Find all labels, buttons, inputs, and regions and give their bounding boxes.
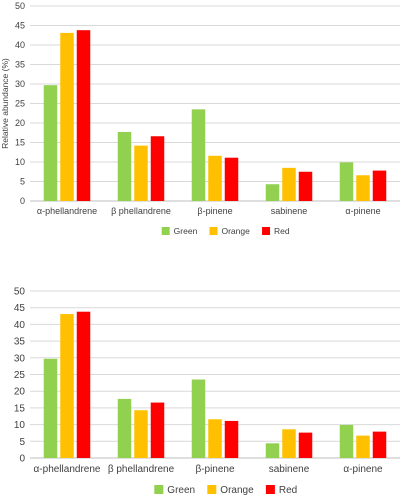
y-tick-label: 40 bbox=[14, 320, 26, 331]
legend-label-green: Green bbox=[167, 485, 195, 496]
y-tick-label: 45 bbox=[15, 21, 25, 31]
bar-green bbox=[117, 398, 132, 458]
y-tick-label: 50 bbox=[15, 1, 25, 11]
bar-red bbox=[298, 171, 313, 201]
bar-red bbox=[76, 30, 91, 202]
bar-orange bbox=[282, 429, 296, 458]
bar-green bbox=[265, 443, 280, 458]
legend-swatch-orange bbox=[209, 227, 218, 235]
legend-label-orange: Orange bbox=[220, 485, 254, 496]
y-tick-label: 15 bbox=[15, 138, 25, 148]
bar-orange bbox=[208, 419, 222, 458]
bar-green bbox=[191, 109, 206, 201]
bar-orange bbox=[60, 32, 74, 201]
y-tick-label: 45 bbox=[14, 303, 26, 314]
x-tick-label: α-phellandrene bbox=[34, 464, 101, 475]
y-tick-label: 50 bbox=[14, 287, 26, 298]
gridlines bbox=[30, 5, 400, 182]
bar-orange bbox=[356, 175, 370, 201]
legend-swatch-red bbox=[262, 227, 271, 235]
bar-orange bbox=[60, 314, 74, 458]
legend-label-red: Red bbox=[279, 485, 297, 496]
legend-label-green: Green bbox=[174, 226, 198, 236]
bar-orange bbox=[356, 435, 370, 458]
legend-swatch-green bbox=[161, 227, 170, 235]
x-tick-label: α-pinene bbox=[343, 464, 383, 475]
legend-swatch-green bbox=[154, 485, 164, 494]
y-tick-label: 40 bbox=[15, 40, 25, 50]
y-tick-label: 25 bbox=[15, 99, 25, 109]
bar-green bbox=[339, 424, 354, 458]
chart-top: 0 5 10 15 20 25 30 35 40 45 50 Relative abundance (… bbox=[0, 1, 400, 236]
y-tick-label: 35 bbox=[15, 60, 25, 70]
chart-bottom: 0 5 10 15 20 25 30 35 40 45 50 α-phellandrene β phel… bbox=[14, 287, 400, 496]
y-axis-label: Relative abundance (%) bbox=[0, 58, 10, 149]
y-tick-label: 0 bbox=[19, 454, 25, 465]
bar-red bbox=[76, 311, 91, 458]
legend-swatch-orange bbox=[207, 485, 217, 494]
y-tick-label: 20 bbox=[15, 118, 25, 128]
legend-label-orange: Orange bbox=[221, 226, 250, 236]
x-tick-label: α-phellandrene bbox=[37, 206, 97, 216]
bar-red bbox=[298, 432, 313, 458]
bar-orange bbox=[282, 167, 296, 201]
legend-swatch-red bbox=[265, 485, 275, 494]
x-tick-label: β phellandrene bbox=[111, 206, 171, 216]
y-tick-label: 5 bbox=[20, 177, 25, 187]
y-tick-label: 30 bbox=[15, 79, 25, 89]
y-tick-label: 10 bbox=[15, 157, 25, 167]
y-tick-label: 20 bbox=[14, 387, 26, 398]
y-tick-label: 5 bbox=[19, 437, 25, 448]
x-tick-label: sabinene bbox=[271, 206, 308, 216]
bar-green bbox=[117, 131, 132, 201]
bar-red bbox=[372, 170, 387, 201]
y-tick-label: 35 bbox=[14, 337, 26, 348]
legend: Green Orange Red bbox=[161, 226, 290, 236]
bar-green bbox=[265, 184, 280, 201]
legend-label-red: Red bbox=[274, 226, 290, 236]
x-tick-label: β-pinene bbox=[197, 206, 232, 216]
x-tick-label: sabinene bbox=[269, 464, 310, 475]
x-tick-label: β-pinene bbox=[195, 464, 235, 475]
x-tick-label: α-pinene bbox=[345, 206, 380, 216]
bar-green bbox=[191, 379, 206, 458]
bar-red bbox=[224, 420, 239, 458]
bar-orange bbox=[134, 145, 148, 201]
y-tick-label: 25 bbox=[14, 370, 26, 381]
y-tick-label: 0 bbox=[20, 196, 25, 206]
bar-green bbox=[43, 85, 58, 201]
bar-orange bbox=[208, 155, 222, 201]
y-tick-label: 30 bbox=[14, 353, 26, 364]
bar-red bbox=[150, 402, 165, 458]
bar-red bbox=[224, 157, 239, 201]
bar-red bbox=[372, 431, 387, 458]
legend: Green Orange Red bbox=[154, 485, 297, 496]
bar-red bbox=[150, 136, 165, 201]
y-tick-label: 15 bbox=[14, 403, 26, 414]
bar-green bbox=[339, 162, 354, 201]
bar-orange bbox=[134, 410, 148, 458]
x-tick-label: β phellandrene bbox=[108, 464, 175, 475]
y-tick-label: 10 bbox=[14, 420, 26, 431]
bar-green bbox=[43, 358, 58, 458]
